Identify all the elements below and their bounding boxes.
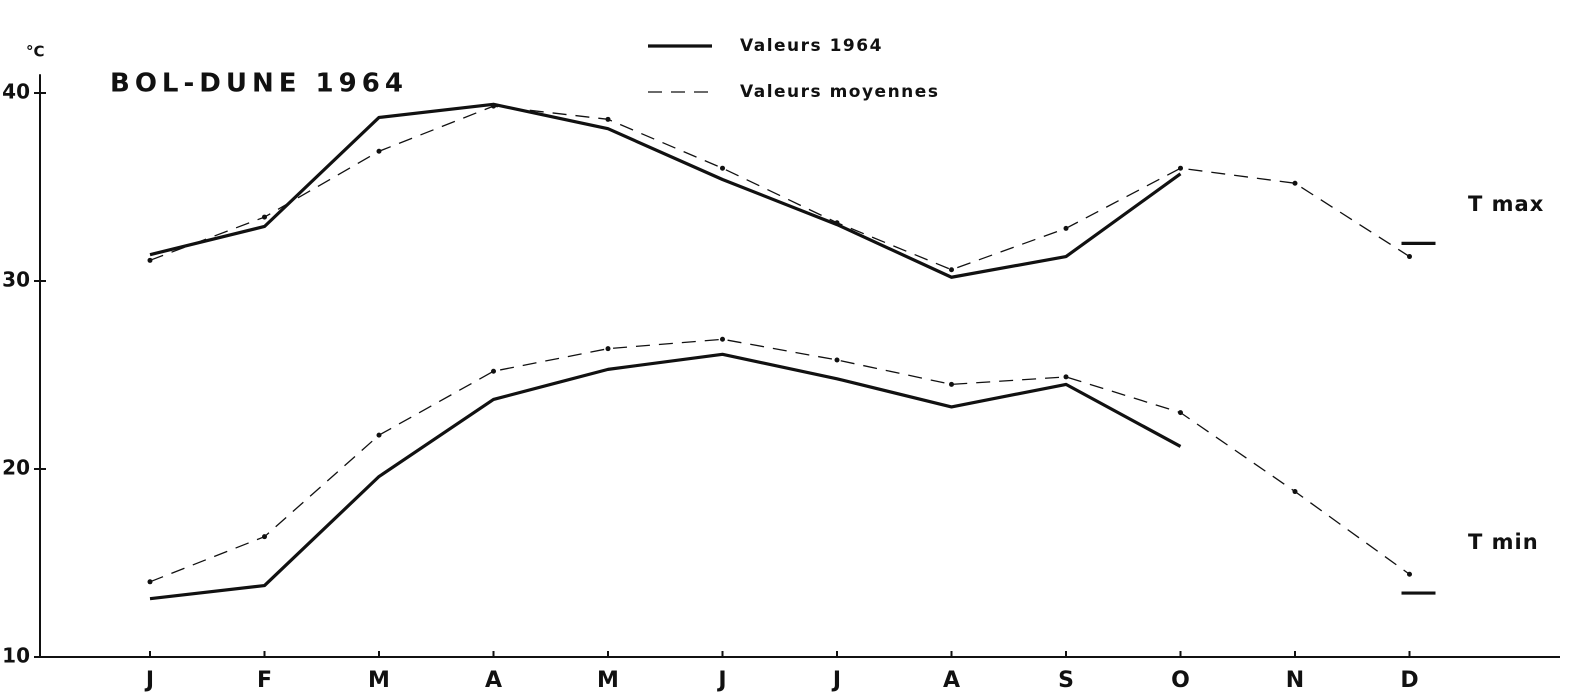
annotation: T max [1468,192,1544,216]
point [1178,165,1183,171]
point [834,220,840,226]
point [491,103,496,109]
point [376,432,382,438]
y-axis-label: °C [26,43,45,61]
chart-title: BOL-DUNE 1964 [110,69,408,99]
y-tick-label: 10 [2,644,30,668]
x-tick-label: S [1058,668,1074,693]
legend-label: Valeurs 1964 [740,36,883,56]
point [262,214,267,220]
point [262,534,267,540]
point [491,368,496,374]
x-tick-label: J [144,668,154,693]
point [1292,180,1298,186]
point [720,165,725,171]
point [147,579,153,585]
point [1292,489,1298,495]
point [1407,254,1412,260]
point [949,267,954,273]
annotation: T min [1468,530,1539,554]
x-tick-label: A [943,668,960,693]
point [605,116,611,122]
point [949,381,954,387]
x-tick-label: N [1286,668,1304,693]
point [147,257,153,263]
x-tick-label: F [257,668,272,693]
point [605,346,611,352]
point [1063,374,1069,380]
y-tick-label: 20 [2,456,30,480]
y-tick-label: 30 [2,268,30,292]
y-tick-label: 40 [2,80,30,104]
x-tick-label: O [1171,668,1190,693]
point [376,148,382,154]
point [720,336,725,342]
x-tick-label: J [716,668,726,693]
point [834,357,840,363]
legend-label: Valeurs moyennes [740,82,939,102]
x-tick-label: M [597,668,619,693]
x-tick-label: D [1400,668,1418,693]
point [1407,571,1412,577]
x-tick-label: J [831,668,841,693]
series-line [149,105,1410,271]
series-line [149,338,1410,583]
series-line [149,352,1182,601]
x-tick-label: M [368,668,390,693]
point [1178,410,1183,416]
x-tick-label: A [485,668,502,693]
point [1063,225,1069,231]
series-line [149,102,1182,279]
